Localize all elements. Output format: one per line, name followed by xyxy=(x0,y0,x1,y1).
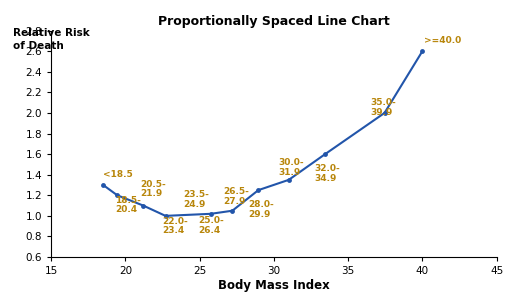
Text: 20.5-
21.9: 20.5- 21.9 xyxy=(140,180,166,198)
Text: 28.0-
29.9: 28.0- 29.9 xyxy=(249,200,274,218)
Title: Proportionally Spaced Line Chart: Proportionally Spaced Line Chart xyxy=(158,15,390,28)
Text: 23.5-
24.9: 23.5- 24.9 xyxy=(183,190,209,209)
Text: 25.0-
26.4: 25.0- 26.4 xyxy=(198,216,224,235)
Text: 35.0-
39.9: 35.0- 39.9 xyxy=(371,98,396,117)
X-axis label: Body Mass Index: Body Mass Index xyxy=(218,279,330,292)
Text: 22.0-
23.4: 22.0- 23.4 xyxy=(163,217,188,235)
Text: 30.0-
31.9: 30.0- 31.9 xyxy=(279,159,304,177)
Text: 32.0-
34.9: 32.0- 34.9 xyxy=(314,164,340,183)
Text: 26.5-
27.9: 26.5- 27.9 xyxy=(223,187,249,206)
Text: <18.5: <18.5 xyxy=(103,170,133,179)
Text: 18.5-
20.4: 18.5- 20.4 xyxy=(115,196,141,215)
Text: Relative Risk
of Death: Relative Risk of Death xyxy=(13,28,90,51)
Text: >=40.0: >=40.0 xyxy=(424,36,461,45)
